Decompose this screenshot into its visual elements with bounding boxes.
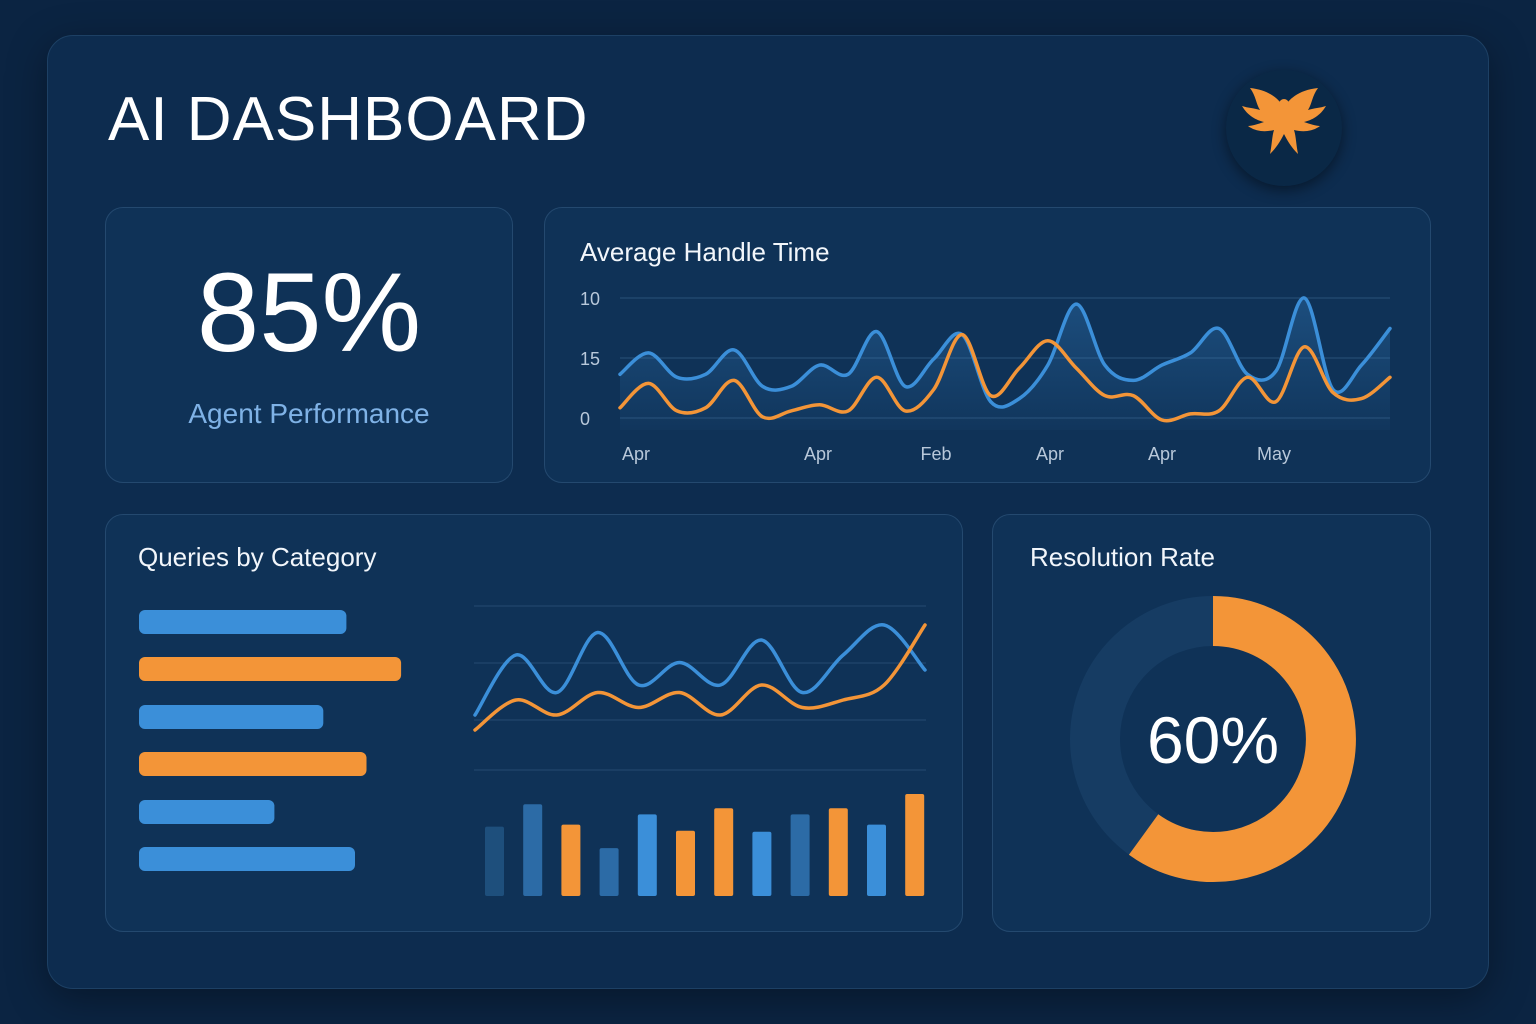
agent-performance-value: 85% [196,250,422,375]
aht-chart-title: Average Handle Time [580,237,830,267]
phoenix-logo-icon [1226,70,1342,186]
agent-performance-card [105,207,513,483]
queries-by-category-card [105,514,963,932]
resolution-rate-card [992,514,1431,932]
resolution-chart-title: Resolution Rate [1030,542,1215,572]
agent-performance-label: Agent Performance [188,398,430,429]
page-title: AI DASHBOARD [108,85,589,154]
queries-chart-title: Queries by Category [138,542,377,572]
